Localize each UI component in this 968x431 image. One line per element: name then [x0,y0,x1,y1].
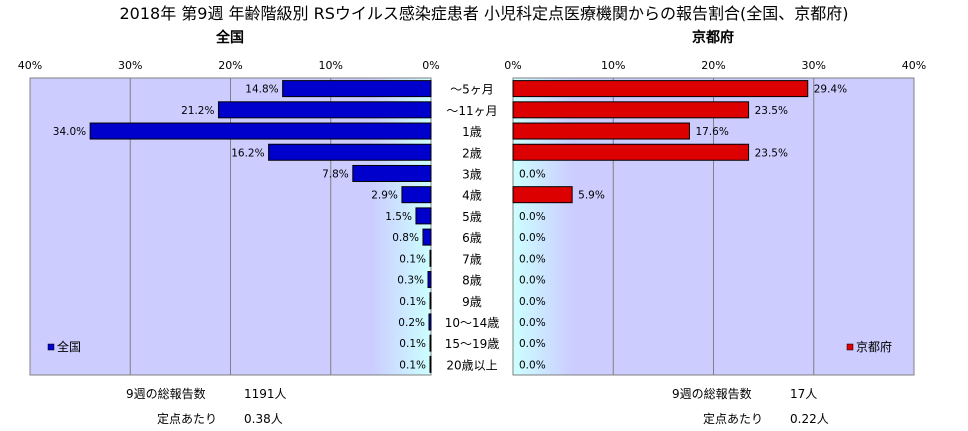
national-value-label: 21.2% [181,105,214,117]
kyoto-x-tick-label: 20% [701,59,725,72]
category-label: 20歳以上 [446,358,497,372]
national-value-label: 0.2% [398,317,425,329]
national-panel-title: 全国 [215,29,244,46]
kyoto-per-point-value: 0.22人 [790,412,829,426]
national-bar [428,313,432,331]
kyoto-value-label: 17.6% [695,126,728,138]
category-label: ～5ヶ月 [450,83,494,97]
national-value-label: 14.8% [245,84,278,96]
national-bar [352,164,432,182]
kyoto-total-label: 9週の総報告数 [672,387,752,401]
kyoto-value-label: 0.0% [519,232,546,244]
kyoto-value-label: 29.4% [814,84,847,96]
national-bar [401,186,432,204]
kyoto-bar [512,186,573,204]
category-label: 6歳 [462,231,482,245]
category-label: 3歳 [462,167,482,181]
national-bar [217,101,432,119]
national-value-label: 34.0% [53,126,86,138]
category-label: 8歳 [462,274,482,288]
kyoto-legend-swatch [846,343,854,351]
kyoto-x-tick-label: 40% [902,59,926,72]
national-total-label: 9週の総報告数 [126,387,206,401]
national-total-value: 1191人 [244,387,287,401]
national-bar [429,249,432,267]
national-value-label: 0.8% [392,232,419,244]
national-value-label: 1.5% [385,211,412,223]
national-per-point-label: 定点あたり [157,412,218,426]
national-bar [89,122,432,140]
national-bar [429,355,432,373]
national-x-tick-label: 0% [422,59,439,72]
kyoto-panel-title: 京都府 [692,29,734,46]
national-value-label: 0.1% [399,296,426,308]
kyoto-value-label: 0.0% [519,359,546,371]
national-bar [427,271,432,289]
kyoto-value-label: 0.0% [519,168,546,180]
category-label: 9歳 [462,295,482,309]
national-bar [429,334,432,352]
national-value-label: 0.3% [397,275,424,287]
national-x-tick-label: 40% [18,59,42,72]
national-bar [282,80,432,98]
national-x-tick-label: 30% [118,59,142,72]
kyoto-value-label: 0.0% [519,275,546,287]
category-label: 15～19歳 [445,337,500,351]
national-bar [415,207,432,225]
national-x-tick-label: 10% [319,59,343,72]
kyoto-value-label: 23.5% [755,105,788,117]
kyoto-x-tick-label: 0% [504,59,521,72]
national-value-label: 0.1% [399,338,426,350]
chart-title: 2018年 第9週 年齢階級別 RSウイルス感染症患者 小児科定点医療機関からの… [119,4,848,23]
national-value-label: 2.9% [371,190,398,202]
kyoto-value-label: 0.0% [519,317,546,329]
kyoto-bar [512,101,750,119]
national-legend-swatch [47,343,55,351]
national-per-point-value: 0.38人 [244,412,283,426]
kyoto-value-label: 0.0% [519,296,546,308]
national-bar [422,228,432,246]
category-label: 5歳 [462,210,482,224]
kyoto-value-label: 0.0% [519,338,546,350]
kyoto-total-value: 17人 [790,387,818,401]
national-value-label: 0.1% [399,253,426,265]
category-label: 2歳 [462,146,482,160]
national-bar [429,292,432,310]
national-x-tick-label: 20% [218,59,242,72]
kyoto-value-label: 23.5% [755,147,788,159]
kyoto-bar [512,80,809,98]
kyoto-x-tick-label: 30% [802,59,826,72]
category-label: 10～14歳 [445,316,500,330]
kyoto-value-label: 0.0% [519,253,546,265]
national-bar [268,143,432,161]
kyoto-legend-label: 京都府 [856,339,892,354]
national-value-label: 16.2% [231,147,264,159]
kyoto-value-label: 0.0% [519,211,546,223]
kyoto-bar [512,122,690,140]
kyoto-per-point-label: 定点あたり [703,412,764,426]
category-label: 4歳 [462,189,482,203]
category-label: 1歳 [462,125,482,139]
category-label: ～11ヶ月 [446,104,497,118]
national-value-label: 7.8% [322,168,349,180]
kyoto-x-tick-label: 10% [601,59,625,72]
national-legend-label: 全国 [57,339,81,354]
kyoto-value-label: 5.9% [578,190,605,202]
category-label: 7歳 [462,252,482,266]
kyoto-bar [512,143,750,161]
national-value-label: 0.1% [399,359,426,371]
